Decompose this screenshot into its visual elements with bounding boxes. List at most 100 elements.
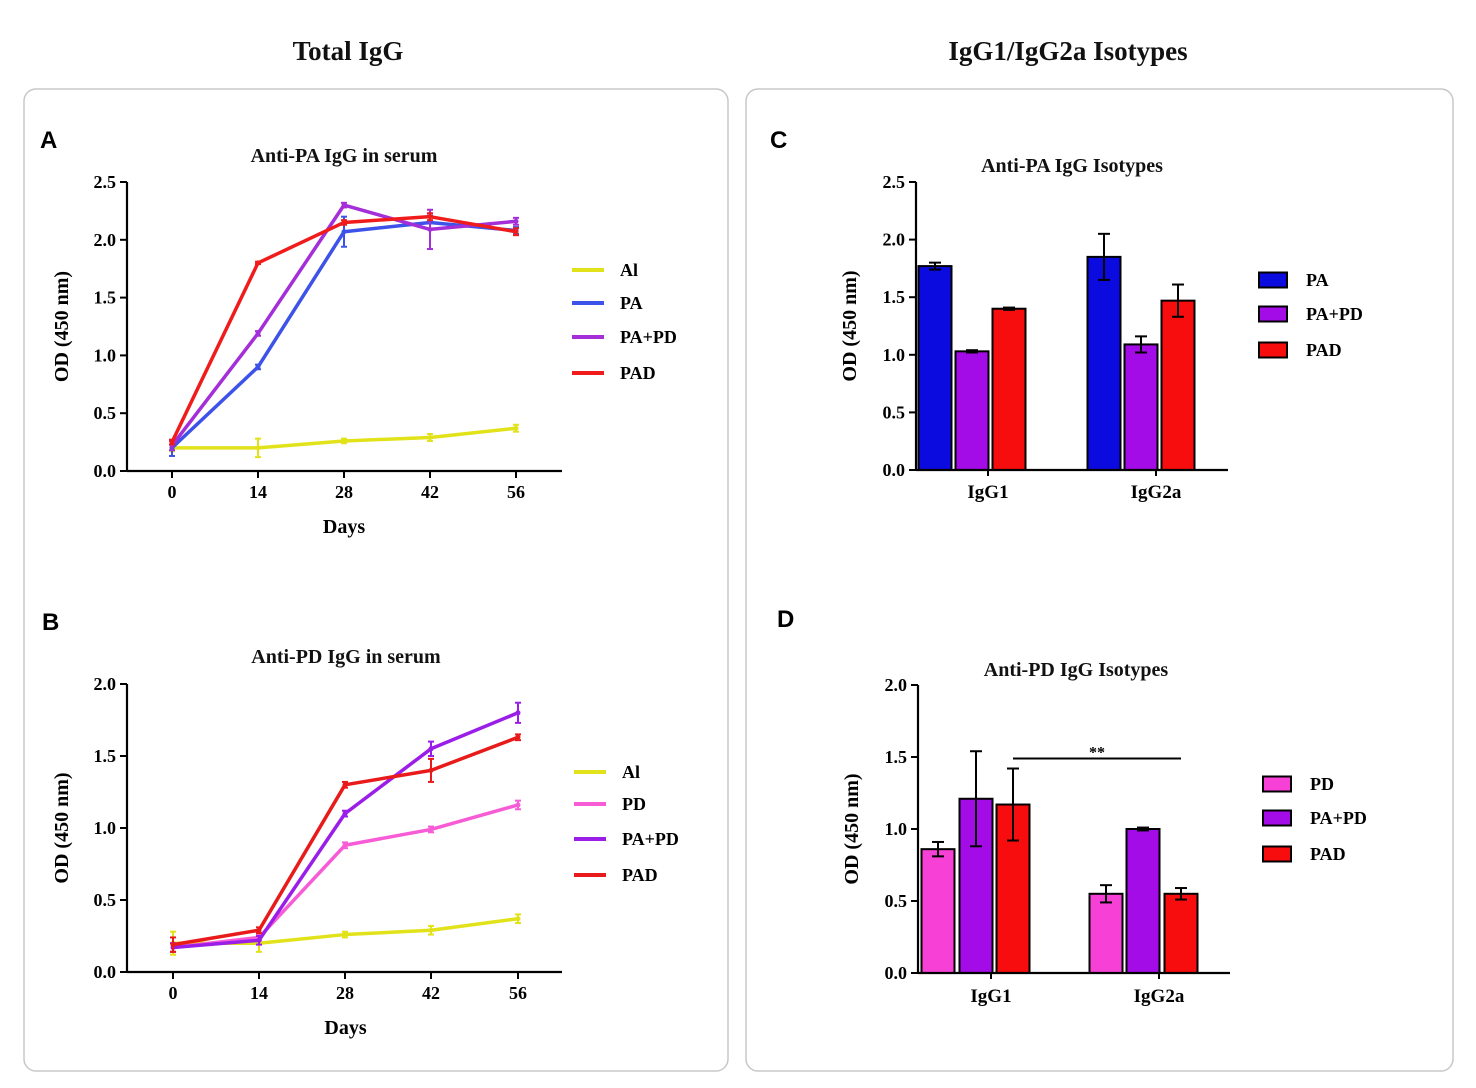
bar: [1086, 255, 1122, 471]
right-panel-frame: [745, 88, 1454, 1072]
chart-title: Anti-PD IgG Isotypes: [984, 659, 1169, 681]
legend-label: Al: [622, 762, 640, 782]
y-tick-label: 0.0: [94, 461, 117, 481]
data-point: [427, 214, 433, 220]
y-tick-label: 2.0: [94, 230, 117, 250]
series-line-pa-pd: [172, 711, 519, 950]
x-axis-label: Days: [323, 516, 365, 538]
legend-label: PAD: [622, 865, 658, 885]
y-axis-label: OD (450 nm): [51, 271, 73, 382]
x-tick-label: 14: [249, 482, 267, 502]
chart-panel-a: A Anti-PA IgG in serum 0.0 0.5 1.0 1.5 2.0 2.5 O…: [40, 127, 677, 538]
data-point: [515, 734, 521, 740]
x-tick-label: 0: [169, 983, 178, 1003]
y-tick-label: 1.5: [885, 747, 908, 767]
data-point: [513, 218, 519, 224]
legend-swatch: [1258, 305, 1288, 323]
legend-label: Al: [620, 260, 638, 280]
bar: [991, 307, 1027, 471]
x-axis-label: Days: [324, 1017, 366, 1039]
data-point: [255, 364, 261, 370]
legend-label: PAD: [620, 363, 656, 383]
data-point: [428, 927, 434, 933]
x-category-label: IgG1: [970, 986, 1011, 1007]
data-point: [515, 916, 521, 922]
legend-label: PAD: [1306, 340, 1342, 360]
y-tick-label: 2.0: [883, 230, 906, 250]
data-point: [513, 425, 519, 431]
data-point: [341, 438, 347, 444]
data-point: [515, 802, 521, 808]
x-category-label: IgG2a: [1131, 482, 1182, 503]
y-tick-label: 1.0: [94, 345, 117, 365]
y-tick-label: 1.5: [94, 288, 117, 308]
y-tick-label: 1.5: [883, 287, 906, 307]
data-point: [341, 219, 347, 225]
data-point: [428, 767, 434, 773]
data-point: [427, 226, 433, 232]
right-section-header: IgG1/IgG2a Isotypes: [948, 36, 1187, 66]
legend-label: PA+PD: [1310, 808, 1367, 828]
legend-label: PA+PD: [620, 327, 677, 347]
bar: [1088, 892, 1124, 974]
x-tick-label: 28: [335, 482, 353, 502]
legend-label: PD: [1310, 774, 1334, 794]
series-line-pad: [170, 214, 517, 443]
x-tick-label: 42: [421, 482, 439, 502]
x-tick-label: 0: [168, 482, 177, 502]
data-point: [342, 811, 348, 817]
legend-label: PA: [1306, 270, 1329, 290]
y-tick-label: 1.0: [94, 818, 117, 838]
bar: [954, 350, 990, 471]
y-axis-label: OD (450 nm): [839, 270, 861, 381]
data-point: [513, 229, 519, 235]
data-point: [342, 782, 348, 788]
bar: [1125, 828, 1161, 974]
x-tick-label: 42: [422, 983, 440, 1003]
left-panel-frame: [23, 88, 729, 1072]
series-line-pad: [172, 735, 519, 947]
significance-marker: **: [1089, 744, 1105, 761]
legend-label: PA: [620, 293, 643, 313]
data-point: [341, 202, 347, 208]
y-tick-label: 2.0: [885, 675, 908, 695]
x-tick-label: 28: [336, 983, 354, 1003]
legend-label: PD: [622, 794, 646, 814]
legend-swatch: [1262, 845, 1292, 863]
chart-title: Anti-PA IgG in serum: [251, 145, 438, 167]
data-point: [256, 927, 262, 933]
y-tick-label: 2.5: [94, 172, 117, 192]
y-tick-label: 0.5: [883, 402, 906, 422]
chart-panel-b: B Anti-PD IgG in serum 0.0 0.5 1.0 1.5 2.0 OD (…: [42, 609, 679, 1039]
legend-swatch: [1262, 809, 1292, 827]
data-point: [169, 439, 175, 445]
panel-label: D: [777, 606, 794, 633]
data-point: [170, 942, 176, 948]
y-tick-label: 0.0: [883, 460, 906, 480]
y-tick-label: 0.5: [885, 891, 908, 911]
legend-swatch: [1258, 341, 1288, 359]
chart-title: Anti-PA IgG Isotypes: [981, 155, 1163, 177]
left-section-header: Total IgG: [293, 36, 404, 66]
y-tick-label: 0.5: [94, 403, 117, 423]
y-tick-label: 2.0: [94, 674, 117, 694]
bar: [1163, 892, 1199, 974]
data-point: [342, 932, 348, 938]
y-tick-label: 1.0: [883, 345, 906, 365]
y-axis-label: OD (450 nm): [841, 773, 863, 884]
legend-swatch: [1258, 271, 1288, 289]
data-point: [255, 445, 261, 451]
legend-label: PA+PD: [1306, 304, 1363, 324]
chart-panel-c: C Anti-PA IgG Isotypes 0.0 0.5 1.0 1.5 2.0 2.5 O…: [770, 127, 1363, 503]
x-tick-label: 14: [250, 983, 268, 1003]
y-tick-label: 1.0: [885, 819, 908, 839]
y-tick-label: 2.5: [883, 172, 906, 192]
data-point: [342, 842, 348, 848]
y-tick-label: 0.5: [94, 890, 117, 910]
chart-title: Anti-PD IgG in serum: [251, 646, 441, 668]
y-tick-label: 0.0: [94, 962, 117, 982]
x-category-label: IgG2a: [1134, 986, 1185, 1007]
panel-label: C: [770, 127, 787, 154]
y-axis-label: OD (450 nm): [51, 772, 73, 883]
